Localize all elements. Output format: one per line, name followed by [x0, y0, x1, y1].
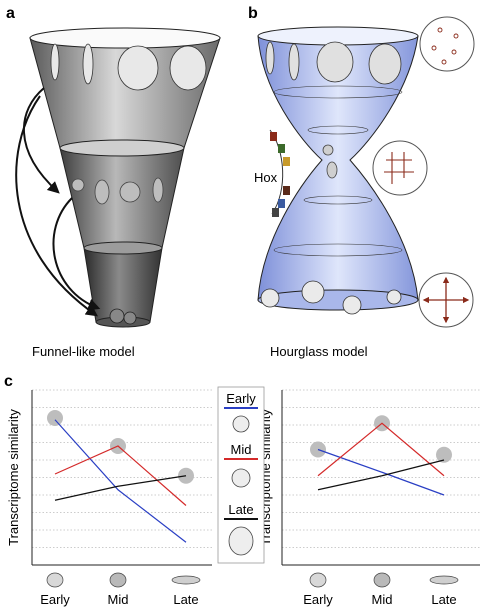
convergence-arrows: [15, 87, 101, 317]
constraint-circle-mid: [372, 140, 428, 196]
fish-embryo-icon: [50, 43, 60, 81]
hourglass-embryos-late: [265, 41, 402, 85]
constraint-circle-late: [419, 16, 475, 72]
arrow-1: [23, 87, 60, 194]
legend-label-early: Early: [226, 391, 256, 406]
x-tick-label: Early: [40, 592, 70, 607]
series-line-late: [317, 459, 445, 491]
hourglass-embryos-early: [260, 280, 402, 315]
arrow-3: [52, 197, 101, 311]
x-tick-label: Early: [303, 592, 333, 607]
funnel-rim: [29, 27, 221, 49]
frog-embryo-icon: [82, 43, 94, 85]
funnel-middle-rim: [59, 139, 185, 157]
y-axis-label: Transcriptome similarity: [6, 409, 21, 546]
early-embryo-icon: [309, 572, 327, 588]
series-line-mid: [54, 445, 187, 506]
panel-a-caption: Funnel-like model: [32, 344, 135, 359]
legend: Early Mid Late: [217, 386, 265, 564]
hourglass-embryos-mid: [322, 144, 338, 179]
panel-b-letter: b: [248, 5, 258, 22]
x-tick-label: Mid: [108, 592, 129, 607]
panel-c-letter: c: [4, 373, 13, 390]
tadpole-icon: [429, 575, 459, 585]
arrow-2: [15, 95, 98, 317]
legend-label-late: Late: [228, 502, 253, 517]
hourglass-rim-bottom: [257, 289, 419, 311]
legend-label-mid: Mid: [231, 442, 252, 457]
legend-late-embryo-icon: [228, 526, 254, 556]
hox-gene-cluster: [269, 129, 290, 217]
funnel-bottom-rim: [83, 241, 163, 255]
tadpole-icon: [171, 575, 201, 585]
legend-early-embryo-icon: [232, 415, 250, 433]
series-line-late: [54, 475, 187, 501]
mouse-embryo-icon: [169, 45, 207, 91]
embryo-sketches-mid: [71, 177, 164, 205]
early-embryo-icon: [46, 572, 64, 588]
series-line-mid: [317, 422, 445, 477]
chick-embryo-icon: [117, 45, 159, 91]
series-line-early: [54, 419, 187, 543]
legend-mid-embryo-icon: [231, 468, 251, 488]
constraint-circle-early: [418, 272, 474, 328]
hourglass-level-lines: [273, 85, 403, 257]
hox-label: Hox: [254, 170, 278, 185]
panel-b-caption: Hourglass model: [270, 344, 368, 359]
chart-left: Transcriptome similarity Early Mid Late: [6, 389, 212, 607]
x-tick-label: Late: [173, 592, 198, 607]
x-tick-label: Mid: [372, 592, 393, 607]
panel-a-letter: a: [6, 5, 15, 22]
funnel-diagram: [15, 27, 221, 328]
mid-embryo-icon: [373, 572, 391, 588]
embryo-sketches-early: [109, 308, 137, 325]
x-tick-label: Late: [431, 592, 456, 607]
highlight-marker: [47, 410, 63, 426]
mid-embryo-icon: [109, 572, 127, 588]
funnel-bottom-section: [83, 247, 163, 323]
hourglass-diagram: Hox: [254, 26, 419, 315]
highlight-marker: [436, 446, 452, 463]
series-line-early: [317, 448, 445, 496]
embryo-sketches-late: [50, 43, 207, 91]
